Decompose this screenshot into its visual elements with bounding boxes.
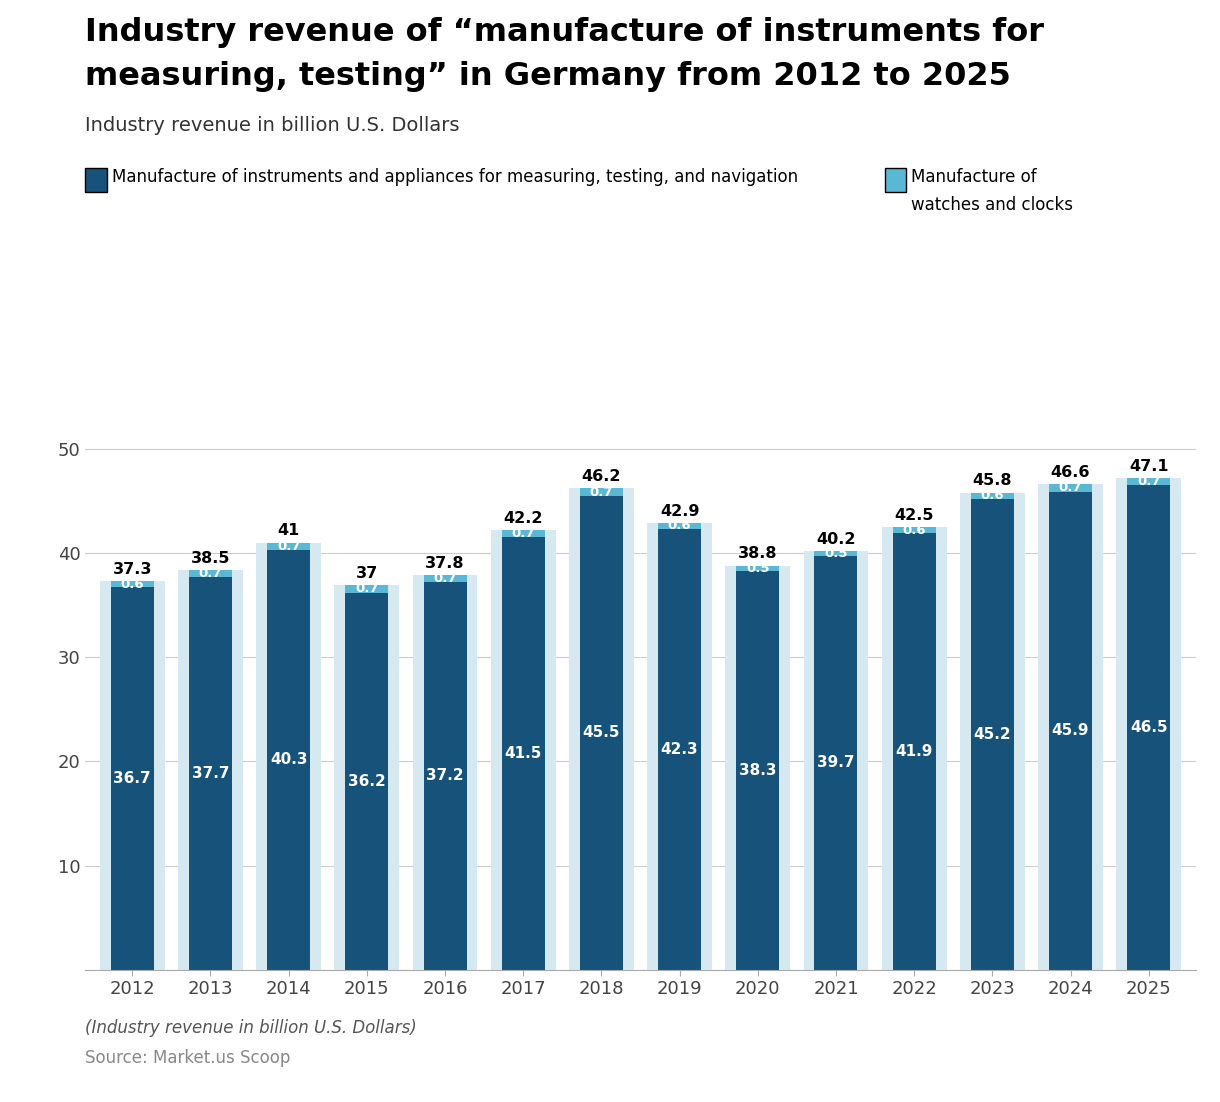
Text: 37.7: 37.7	[192, 766, 229, 781]
Text: 0.6: 0.6	[121, 577, 144, 591]
Text: 47.1: 47.1	[1128, 458, 1169, 474]
Bar	[111, 587, 154, 970]
Bar	[1116, 478, 1181, 970]
Text: 42.2: 42.2	[504, 511, 543, 526]
Bar	[893, 527, 936, 533]
Text: 41: 41	[278, 523, 300, 539]
Text: 37.2: 37.2	[426, 768, 464, 784]
Bar	[345, 585, 388, 593]
Text: 0.6: 0.6	[667, 519, 692, 532]
Text: 0.7: 0.7	[511, 527, 536, 540]
Text: Manufacture of instruments and appliances for measuring, testing, and navigation: Manufacture of instruments and appliance…	[112, 168, 798, 185]
Bar	[267, 542, 310, 550]
Text: 37.8: 37.8	[426, 555, 465, 571]
Bar	[178, 570, 243, 970]
Bar	[412, 575, 477, 970]
Text: (Industry revenue in billion U.S. Dollars): (Industry revenue in billion U.S. Dollar…	[85, 1019, 417, 1037]
Bar	[815, 551, 858, 557]
Text: Manufacture of: Manufacture of	[911, 168, 1037, 185]
Text: Industry revenue of “manufacture of instruments for: Industry revenue of “manufacture of inst…	[85, 17, 1044, 47]
Text: 39.7: 39.7	[817, 756, 855, 770]
Bar	[1049, 484, 1092, 491]
Bar	[345, 593, 388, 970]
Text: 40.2: 40.2	[816, 532, 855, 547]
Bar	[737, 571, 780, 970]
Bar	[971, 499, 1014, 970]
Text: 0.7: 0.7	[433, 572, 456, 585]
Text: 36.2: 36.2	[348, 774, 386, 789]
Bar	[658, 522, 702, 529]
Text: 37.3: 37.3	[112, 562, 152, 577]
Bar	[804, 551, 869, 970]
Text: 0.6: 0.6	[981, 489, 1004, 503]
Bar	[1127, 485, 1170, 970]
Bar	[882, 527, 947, 970]
Bar	[893, 533, 936, 970]
Bar	[580, 496, 623, 970]
Text: 0.7: 0.7	[589, 486, 614, 498]
Bar	[189, 570, 232, 577]
Text: 38.8: 38.8	[738, 547, 777, 561]
Text: 38.5: 38.5	[190, 551, 231, 565]
Bar	[189, 577, 232, 970]
Text: 41.9: 41.9	[895, 744, 933, 759]
Bar	[580, 488, 623, 496]
Bar	[423, 575, 466, 582]
Text: 46.5: 46.5	[1130, 720, 1168, 735]
Text: 37: 37	[356, 566, 378, 581]
Bar	[1049, 491, 1092, 970]
Bar	[501, 530, 544, 538]
Bar	[490, 530, 555, 970]
Bar	[971, 493, 1014, 499]
Text: Source: Market.us Scoop: Source: Market.us Scoop	[85, 1049, 290, 1067]
Text: watches and clocks: watches and clocks	[911, 196, 1074, 214]
Bar	[267, 550, 310, 970]
Bar	[1127, 478, 1170, 485]
Bar	[737, 565, 780, 571]
Bar	[423, 582, 466, 970]
Text: 41.5: 41.5	[505, 746, 542, 761]
Text: 0.5: 0.5	[745, 562, 770, 574]
Bar	[960, 493, 1025, 970]
Bar	[111, 581, 154, 587]
Text: 0.7: 0.7	[355, 583, 378, 595]
Text: 42.9: 42.9	[660, 504, 699, 519]
Bar	[334, 585, 399, 970]
Text: 42.3: 42.3	[661, 742, 698, 757]
Text: 38.3: 38.3	[739, 763, 776, 778]
Text: 46.6: 46.6	[1050, 465, 1091, 480]
Text: measuring, testing” in Germany from 2012 to 2025: measuring, testing” in Germany from 2012…	[85, 61, 1011, 91]
Text: 0.7: 0.7	[1059, 482, 1082, 495]
Bar	[256, 542, 321, 970]
Text: 0.7: 0.7	[277, 540, 300, 553]
Text: Industry revenue in billion U.S. Dollars: Industry revenue in billion U.S. Dollars	[85, 116, 460, 134]
Text: 0.7: 0.7	[199, 566, 222, 580]
Text: 0.6: 0.6	[903, 523, 926, 537]
Text: 45.8: 45.8	[972, 474, 1013, 488]
Bar	[501, 538, 544, 970]
Bar	[569, 488, 634, 970]
Bar	[726, 565, 791, 970]
Text: 42.5: 42.5	[894, 508, 933, 522]
Text: 40.3: 40.3	[270, 753, 307, 767]
Text: 45.9: 45.9	[1052, 723, 1089, 738]
Bar	[815, 557, 858, 970]
Bar	[658, 529, 702, 970]
Text: 45.2: 45.2	[974, 727, 1011, 742]
Text: 46.2: 46.2	[582, 469, 621, 484]
Bar	[1038, 484, 1103, 970]
Text: 36.7: 36.7	[113, 771, 151, 786]
Bar	[647, 522, 712, 970]
Text: 0.7: 0.7	[1137, 475, 1160, 488]
Text: 0.5: 0.5	[825, 547, 848, 560]
Text: 45.5: 45.5	[583, 725, 620, 741]
Bar	[100, 581, 165, 970]
